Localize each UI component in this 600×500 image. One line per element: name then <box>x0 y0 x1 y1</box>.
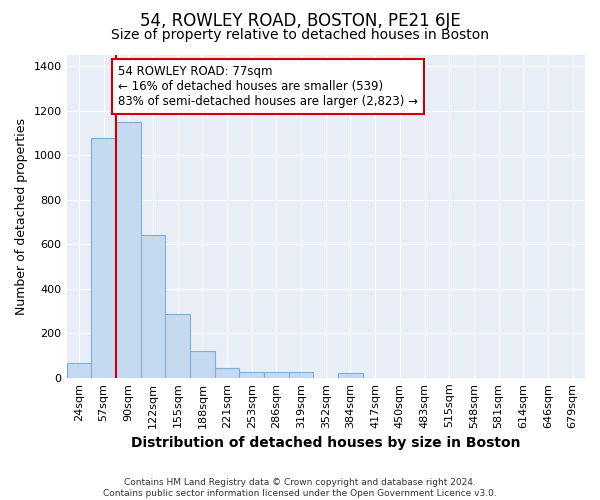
Bar <box>91 138 116 378</box>
Bar <box>190 351 215 378</box>
Bar <box>289 372 313 378</box>
Bar <box>215 368 239 378</box>
Bar <box>67 364 91 378</box>
Bar <box>338 374 363 378</box>
Text: Size of property relative to detached houses in Boston: Size of property relative to detached ho… <box>111 28 489 42</box>
Text: 54, ROWLEY ROAD, BOSTON, PE21 6JE: 54, ROWLEY ROAD, BOSTON, PE21 6JE <box>140 12 460 30</box>
Bar <box>264 372 289 378</box>
Text: Contains HM Land Registry data © Crown copyright and database right 2024.
Contai: Contains HM Land Registry data © Crown c… <box>103 478 497 498</box>
Bar <box>239 372 264 378</box>
X-axis label: Distribution of detached houses by size in Boston: Distribution of detached houses by size … <box>131 436 521 450</box>
Bar <box>140 236 165 378</box>
Text: 54 ROWLEY ROAD: 77sqm
← 16% of detached houses are smaller (539)
83% of semi-det: 54 ROWLEY ROAD: 77sqm ← 16% of detached … <box>118 64 418 108</box>
Bar <box>116 122 140 378</box>
Y-axis label: Number of detached properties: Number of detached properties <box>15 118 28 315</box>
Bar <box>165 314 190 378</box>
